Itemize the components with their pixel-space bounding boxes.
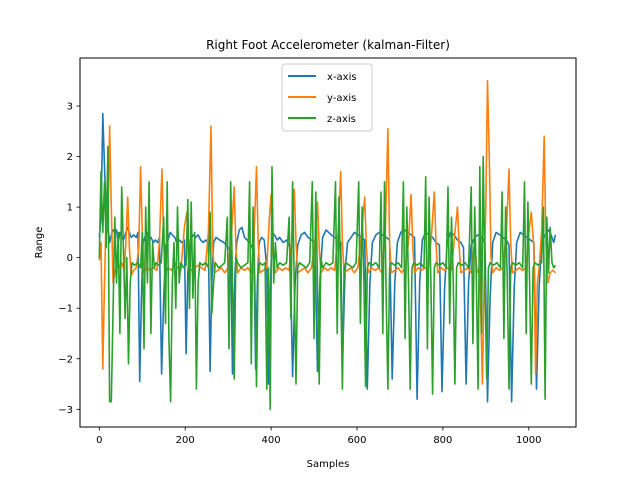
y-axis-ticks: −3 −2 −1 0 1 2 3	[58, 102, 80, 416]
x-tick-label: 400	[262, 435, 281, 446]
x-tick-label: 200	[176, 435, 195, 446]
y-tick-label: −1	[58, 304, 73, 315]
y-tick-label: −3	[58, 405, 73, 416]
plot-area	[79, 57, 577, 428]
x-axis-ticks: 0 200 400 600 800 1000	[96, 427, 541, 446]
x-axis-label: Samples	[307, 459, 350, 470]
y-tick-label: 1	[67, 203, 73, 214]
y-tick-label: −2	[58, 354, 73, 365]
plot-frame	[79, 57, 577, 428]
legend-box	[281, 63, 373, 132]
x-tick-label: 800	[433, 435, 452, 446]
legend-label-z-axis: z-axis	[327, 114, 356, 125]
legend: x-axis y-axis z-axis	[281, 63, 373, 132]
chart-title: Right Foot Accelerometer (kalman-Filter)	[206, 38, 450, 52]
series-layer	[98, 79, 557, 411]
y-axis-label: Range	[34, 227, 45, 259]
x-tick-label: 600	[347, 435, 366, 446]
y-tick-label: 2	[67, 152, 73, 163]
x-tick-label: 1000	[516, 435, 541, 446]
legend-label-x-axis: x-axis	[327, 72, 357, 83]
y-tick-label: 3	[67, 102, 73, 113]
y-tick-label: 0	[67, 253, 73, 264]
series-line-z-axis	[98, 145, 557, 411]
legend-label-y-axis: y-axis	[327, 93, 356, 104]
x-tick-label: 0	[96, 435, 102, 446]
